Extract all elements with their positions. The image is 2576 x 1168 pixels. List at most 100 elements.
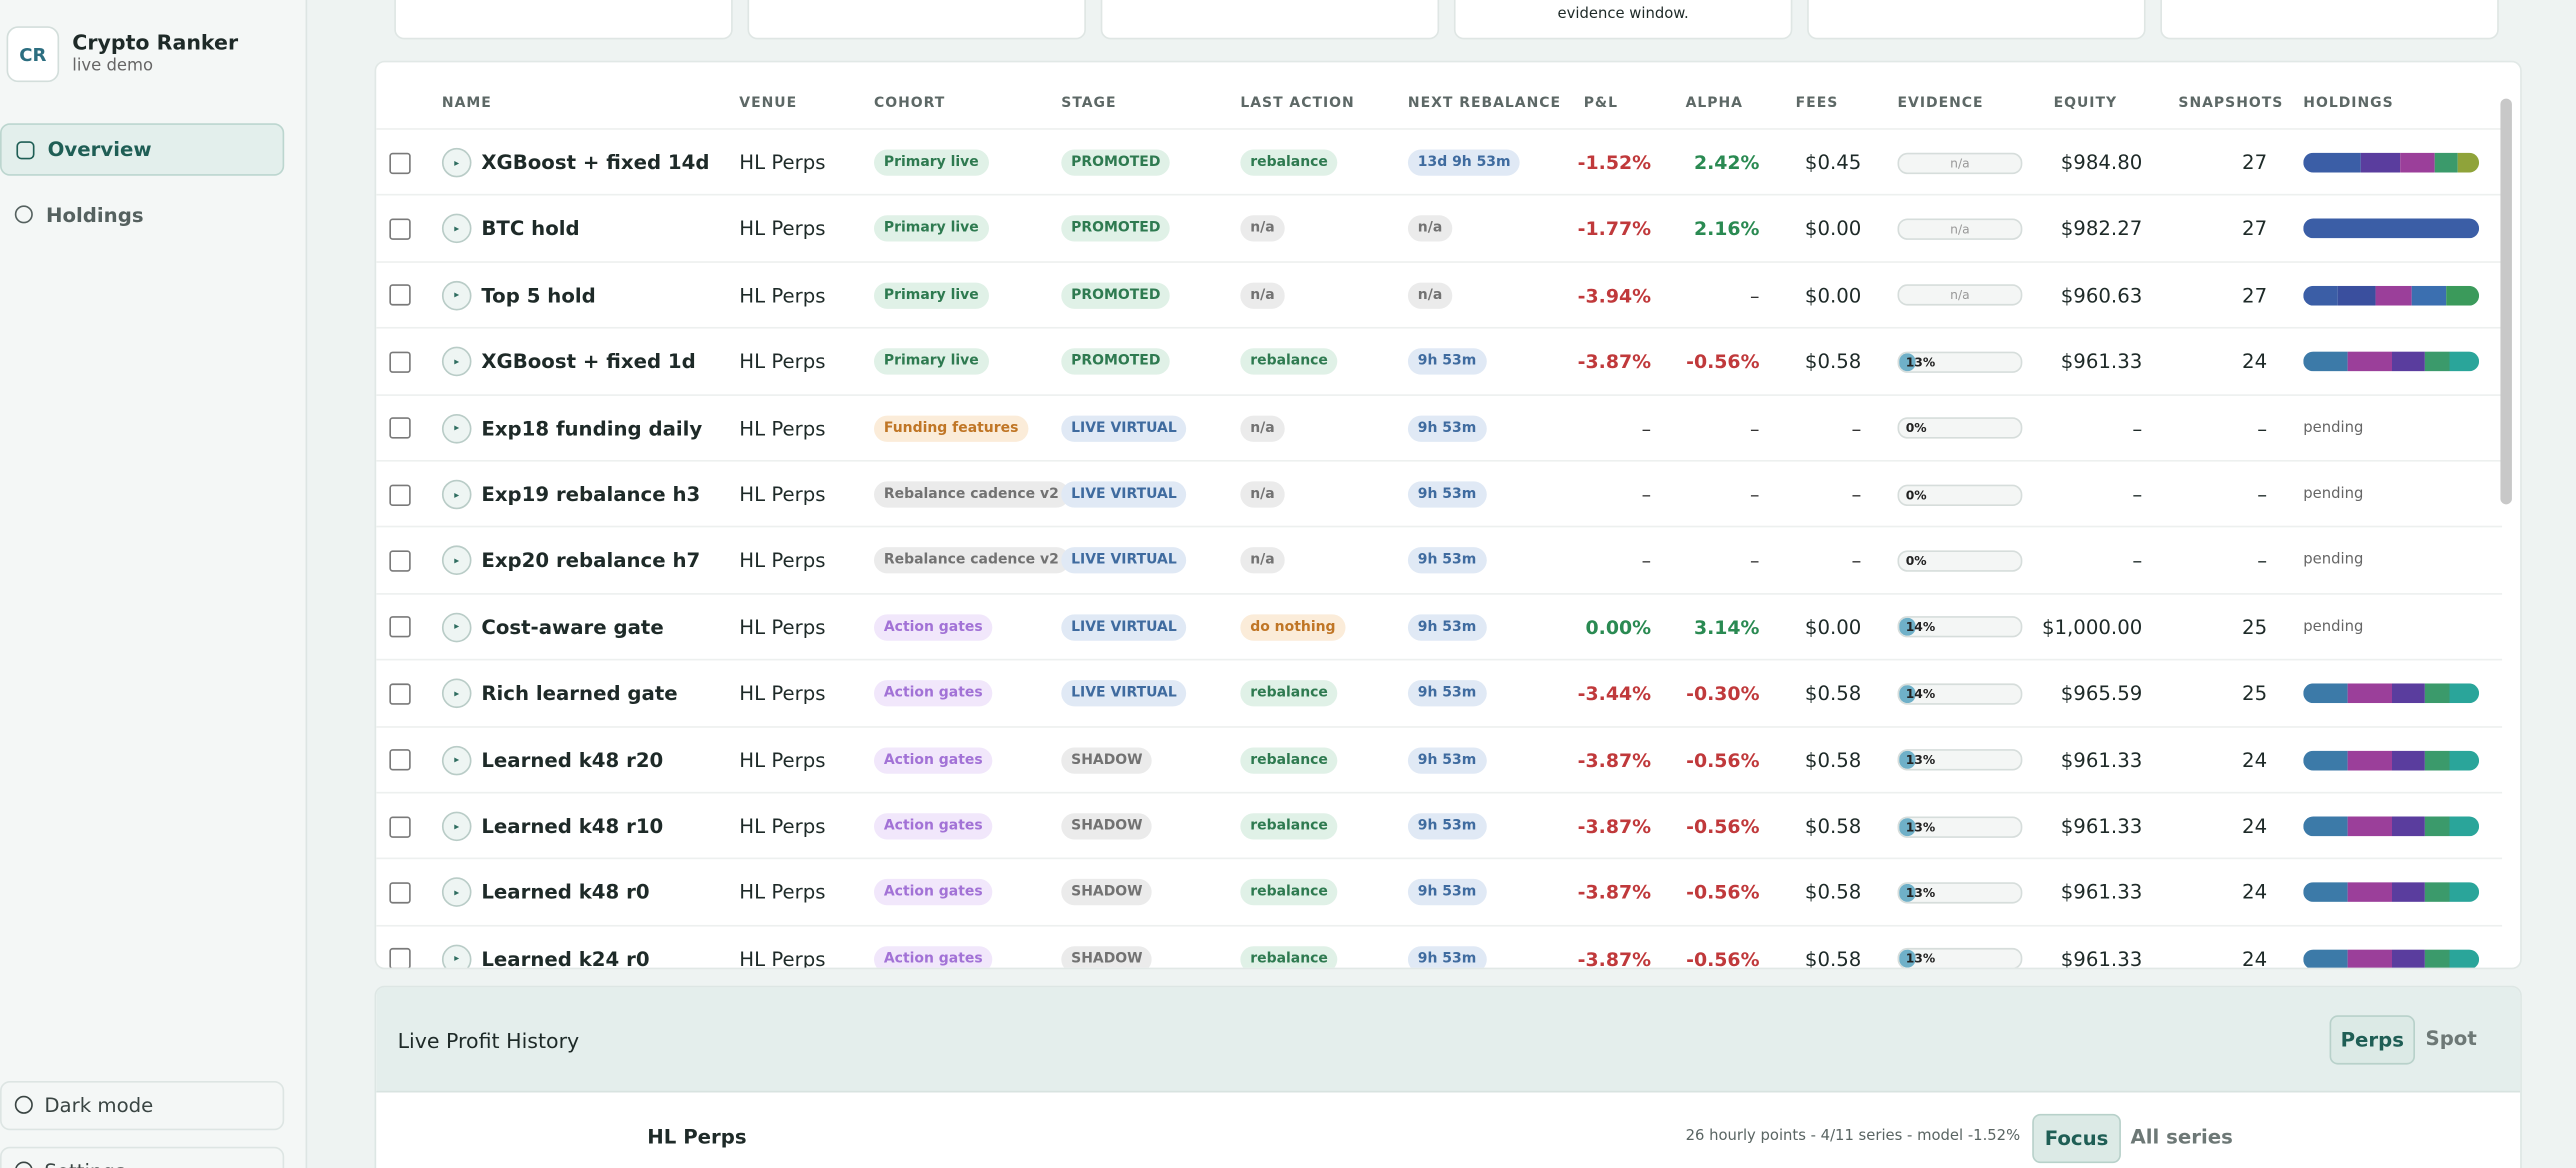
venue-toggle[interactable]: Spot [2425,1026,2477,1050]
expand-cell: ▸ [441,130,472,196]
action-badge: n/a [1240,547,1285,574]
alpha: -0.56% [1686,881,1760,905]
checkbox[interactable] [389,483,411,506]
expand-button[interactable]: ▸ [441,612,472,643]
holdings-bar [2303,683,2480,704]
evidence-bar: n/a [1897,218,2023,240]
action-cell: rebalance [1240,661,1338,727]
rebalance-badge: 9h 53m [1407,746,1487,774]
pnl-cell: – [1642,462,1651,528]
holding-segment [2347,351,2392,372]
equity: $982.27 [2060,217,2143,241]
checkbox[interactable] [389,882,411,904]
rebalance-badge: 9h 53m [1407,547,1487,574]
venue-toggle[interactable]: Perps [2329,1015,2415,1065]
snapshots: 27 [2242,217,2268,241]
evidence-bar: 13% [1897,815,2023,838]
fees-cell: $0.58 [1805,860,1861,926]
venue: HL Perps [739,151,826,175]
summary-card [1100,0,1440,40]
equity-cell: $965.59 [2061,661,2143,727]
checkbox[interactable] [389,417,411,439]
action-cell: rebalance [1240,329,1338,395]
holding-segment [2347,750,2392,770]
cohort-badge: Rebalance cadence v2 [873,547,1069,574]
table-row: ▸ XGBoost + fixed 14d HL Perps Primary live… [376,128,2503,196]
stage-cell: SHADOW [1061,926,1153,968]
holdings-cell [2303,793,2480,859]
stage-cell: PROMOTED [1061,196,1171,262]
checkbox[interactable] [389,948,411,968]
fees-cell: $0.58 [1805,727,1861,793]
stage-badge: PROMOTED [1061,149,1171,176]
expand-button[interactable]: ▸ [441,479,472,510]
snapshots: – [2257,416,2268,440]
chart-title: HL Perps [647,1125,747,1149]
expand-button[interactable]: ▸ [441,147,472,178]
expand-button[interactable]: ▸ [441,546,472,576]
equity: $984.80 [2060,151,2143,175]
action-cell: n/a [1240,395,1285,461]
nav-item[interactable]: Holdings [0,189,284,242]
checkbox[interactable] [389,815,411,838]
expand-button[interactable]: ▸ [441,280,472,311]
nav-item[interactable]: Overview [0,123,285,176]
checkbox[interactable] [389,616,411,638]
profit-history: Live Profit History Perps Spot HL Perps 26 … [374,985,2522,1168]
expand-button[interactable]: ▸ [441,877,472,908]
mode-toggle[interactable]: All series [2130,1125,2233,1149]
expand-button[interactable]: ▸ [441,678,472,709]
fees-cell: – [1851,395,1861,461]
cohort-badge: Action gates [873,746,993,774]
table-row: ▸ Learned k48 r0 HL Perps Action gates SHADO… [376,858,2503,926]
column-header: NEXT REBALANCE [1407,95,1562,112]
next-cell: 9h 53m [1407,793,1487,859]
checkbox[interactable] [389,151,411,174]
holdings-cell [2303,727,2480,793]
alpha-cell: – [1750,395,1759,461]
holding-segment [2424,882,2450,903]
expand-button[interactable]: ▸ [441,811,472,842]
stage-badge: LIVE VIRTUAL [1061,547,1187,574]
venue-cell: HL Perps [739,528,825,594]
holding-segment [2449,949,2480,968]
holding-segment [2303,949,2348,968]
evidence-bar: n/a [1897,284,2023,307]
venue-cell: HL Perps [739,130,825,196]
evidence-cell: 13% [1897,793,2023,859]
checkbox[interactable] [389,218,411,240]
checkbox[interactable] [389,749,411,771]
name-cell: Exp19 rebalance h3 [481,462,700,528]
logo: CR [6,26,60,83]
sidebar-button[interactable]: Dark mode [0,1080,285,1131]
cohort-cell: Action gates [873,594,993,660]
action-cell: do nothing [1240,594,1346,660]
checkbox[interactable] [389,682,411,705]
cohort-cell: Primary live [873,263,989,329]
scrollbar[interactable] [2500,98,2512,505]
rebalance-badge: 9h 53m [1407,614,1487,641]
select-cell [389,329,411,395]
alpha-cell: 2.16% [1694,196,1760,262]
mode-toggle[interactable]: Focus [2032,1113,2121,1164]
evidence-bar: 13% [1897,749,2023,771]
equity-cell: $961.33 [2061,860,2143,926]
expand-button[interactable]: ▸ [441,346,472,377]
expand-button[interactable]: ▸ [441,413,472,443]
checkbox[interactable] [389,351,411,373]
expand-button[interactable]: ▸ [441,745,472,775]
expand-button[interactable]: ▸ [441,214,472,244]
evidence-label: 13% [1905,885,1936,901]
holdings-cell: pending [2303,594,2363,660]
sidebar-button[interactable]: Settings [0,1146,285,1168]
alpha: – [1750,283,1760,307]
select-cell [389,462,411,528]
alpha: – [1750,482,1760,506]
rebalance-badge: 9h 53m [1407,680,1487,707]
holding-segment [2337,285,2376,306]
checkbox[interactable] [389,550,411,572]
checkbox[interactable] [389,284,411,307]
snapshots-cell: 24 [2242,329,2267,395]
expand-button[interactable]: ▸ [441,944,472,968]
fees: – [1851,416,1862,440]
